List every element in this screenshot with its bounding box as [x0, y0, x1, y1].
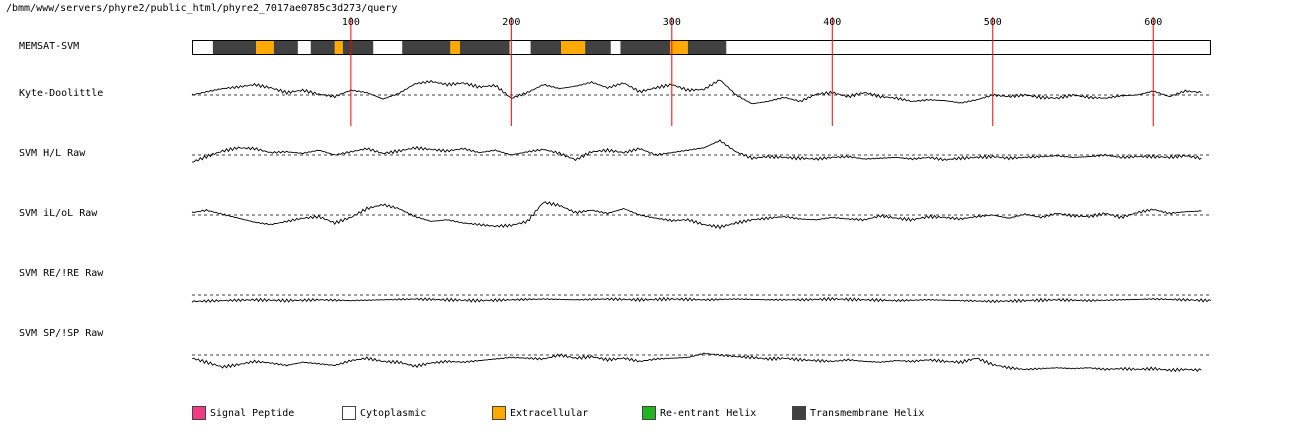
memsat-track-label: MEMSAT-SVM [19, 41, 80, 52]
memsat-segment-extracellular [334, 40, 343, 55]
legend-label-cytoplasmic: Cytoplasmic [360, 407, 427, 419]
track-line [191, 79, 1202, 105]
memsat-segment-transmembrane [310, 40, 335, 55]
memsat-segment-cytoplasmic [509, 40, 531, 55]
memsat-segment-transmembrane [620, 40, 671, 55]
memsat-segment-transmembrane [342, 40, 374, 55]
position-tick-label: 500 [984, 17, 1002, 28]
legend-label-transmembrane-helix: Transmembrane Helix [810, 407, 925, 419]
memsat-segment-cytoplasmic [610, 40, 621, 55]
position-tick-label: 600 [1144, 17, 1162, 28]
legend-reentrant-helix: Re-entrant Helix [642, 404, 756, 422]
memsat-segment-cytoplasmic [726, 40, 1211, 55]
memsat-segment-extracellular [561, 40, 586, 55]
memsat-segment-transmembrane [402, 40, 451, 55]
svm-ilol-track-label: SVM iL/oL Raw [19, 208, 98, 219]
legend-label-extracellular: Extracellular [510, 407, 589, 419]
memsat-segment-transmembrane [585, 40, 611, 55]
memsat-segment-cytoplasmic [373, 40, 403, 55]
query-path: /bmm/www/servers/phyre2/public_html/phyr… [6, 3, 398, 14]
track-line [191, 139, 1202, 163]
memsat-segment-cytoplasmic [297, 40, 311, 55]
legend-swatch-signal-peptide [192, 406, 206, 420]
memsat-segment-extracellular [256, 40, 274, 55]
legend-cytoplasmic: Cytoplasmic [342, 404, 426, 422]
legend-label-signal-peptide: Signal Peptide [210, 407, 295, 419]
legend-signal-peptide: Signal Peptide [192, 404, 294, 422]
track-line [191, 201, 1202, 230]
memsat-bar-outline [192, 40, 1211, 55]
track-line [191, 296, 1212, 304]
memsat-segment-cytoplasmic [192, 40, 213, 55]
kyte-doolittle-track-label: Kyte-Doolittle [19, 88, 104, 99]
svm-re-track-label: SVM RE/!RE Raw [19, 268, 104, 279]
svm-sp-track-label: SVM SP/!SP Raw [19, 328, 104, 339]
memsat-segment-extracellular [450, 40, 460, 55]
memsat-segment-transmembrane [530, 40, 562, 55]
position-tick-label: 300 [663, 17, 681, 28]
legend-swatch-extracellular [492, 406, 506, 420]
legend-swatch-reentrant-helix [642, 406, 656, 420]
legend-transmembrane-helix: Transmembrane Helix [792, 404, 924, 422]
legend-swatch-cytoplasmic [342, 406, 356, 420]
memsat-segment-transmembrane [273, 40, 298, 55]
position-tick-label: 400 [823, 17, 841, 28]
track-line [191, 352, 1202, 373]
legend-label-reentrant-helix: Re-entrant Helix [660, 407, 757, 419]
legend-extracellular: Extracellular [492, 404, 588, 422]
legend-swatch-transmembrane-helix [792, 406, 806, 420]
memsat-segment-transmembrane [459, 40, 510, 55]
position-tick-label: 100 [342, 17, 360, 28]
svm-hl-track-label: SVM H/L Raw [19, 148, 86, 159]
memsat-segment-transmembrane [212, 40, 257, 55]
memsat-segment-transmembrane [687, 40, 727, 55]
position-tick-label: 200 [502, 17, 520, 28]
memsat-segment-extracellular [670, 40, 688, 55]
